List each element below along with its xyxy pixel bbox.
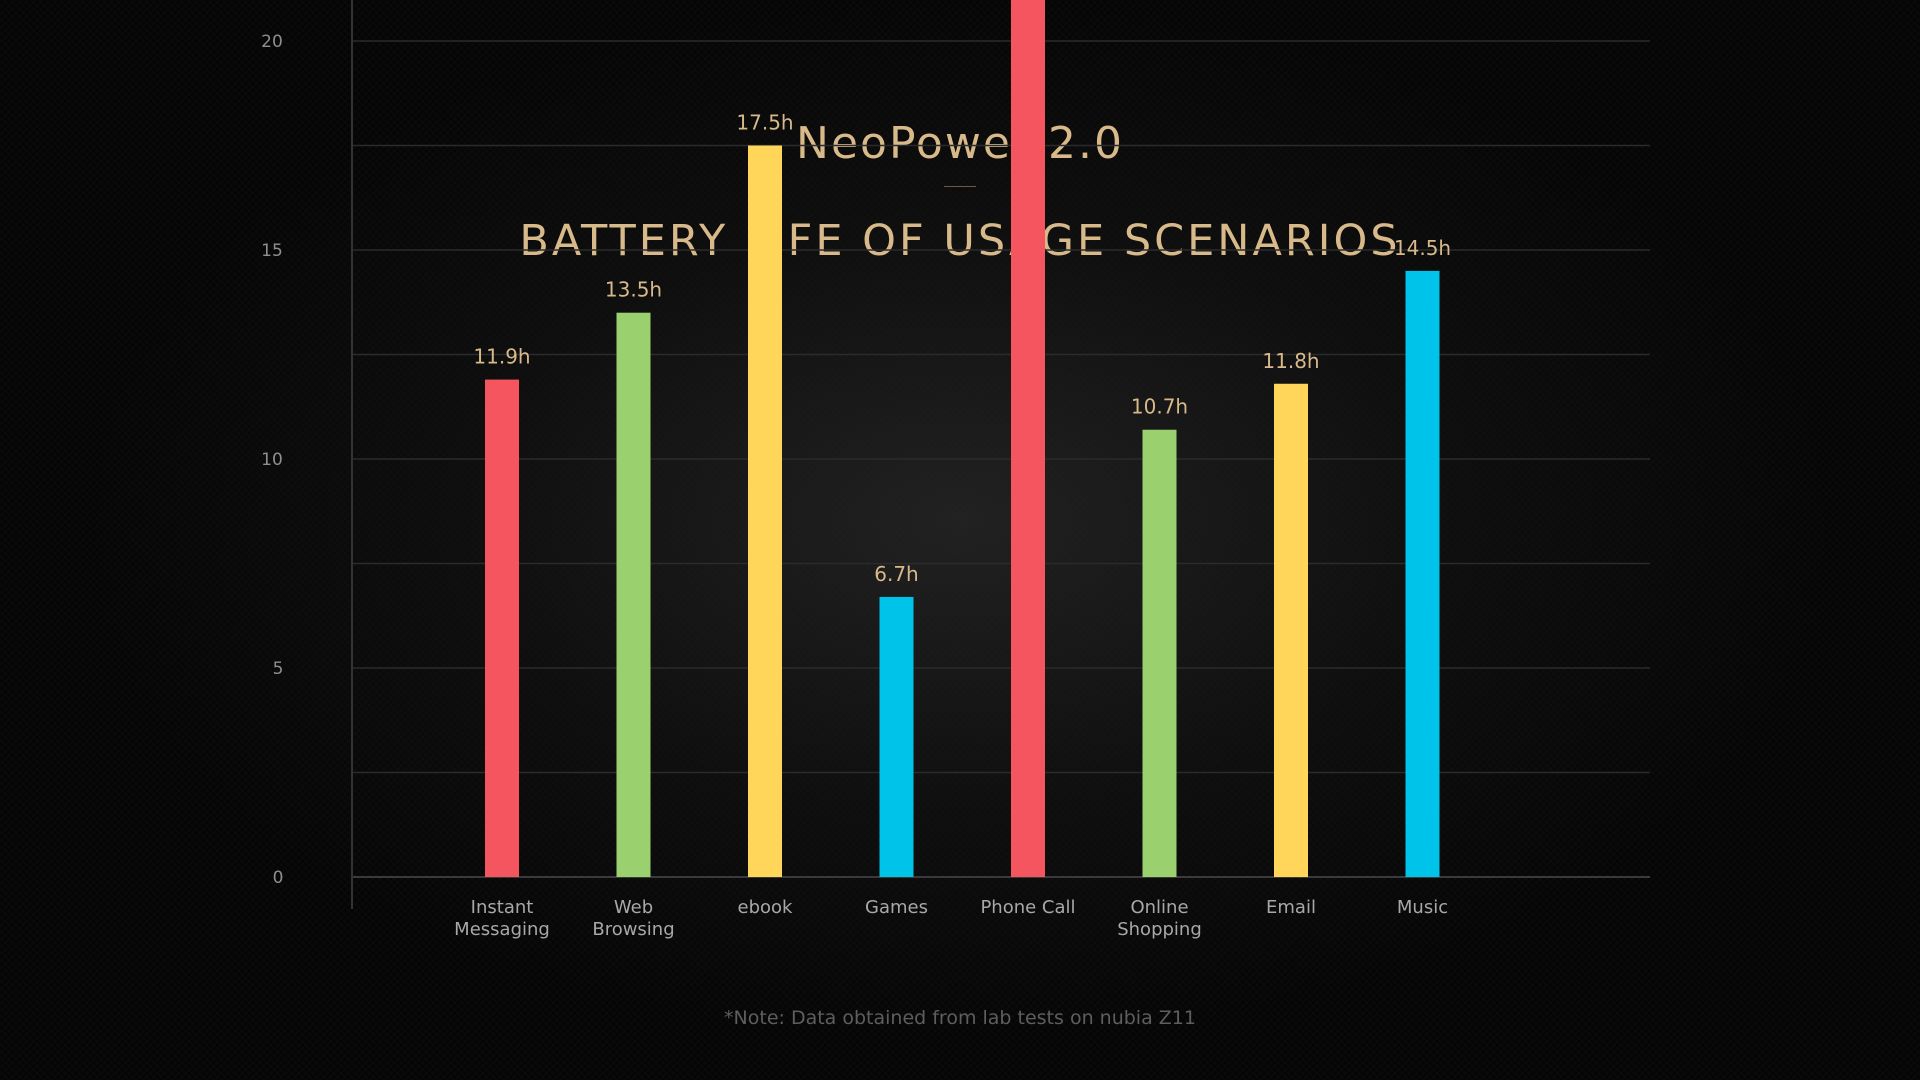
bar-value-label: 13.5h [605, 278, 662, 302]
y-tick-label: 15 [261, 241, 283, 261]
bar [748, 145, 782, 877]
bar [1142, 429, 1177, 877]
bar-value-label: 10.7h [1131, 395, 1188, 419]
bar-value-label: 11.8h [1262, 349, 1319, 373]
x-tick-label: Messaging [454, 919, 550, 940]
x-tick-label: Instant [471, 897, 534, 918]
bar-value-label: 6.7h [874, 562, 918, 586]
bar-value-label: 11.9h [473, 345, 530, 369]
x-tick-label: Phone Call [980, 897, 1075, 918]
bar [1011, 0, 1045, 877]
bar-value-label: 17.5h [736, 111, 793, 135]
bar [1405, 270, 1440, 877]
x-tick-label: Browsing [592, 919, 674, 940]
bar [879, 596, 914, 877]
bar [485, 379, 519, 877]
x-tick-label: Games [865, 897, 928, 918]
x-tick-label: Shopping [1117, 919, 1202, 940]
title-divider [944, 186, 976, 187]
bar [1274, 383, 1308, 877]
bar-value-label: 14.5h [1394, 236, 1451, 260]
x-tick-label: ebook [738, 897, 794, 918]
x-tick-label: Online [1130, 897, 1188, 918]
y-tick-label: 10 [261, 450, 283, 470]
x-tick-label: Music [1397, 897, 1448, 918]
bar [616, 312, 651, 877]
footnote: *Note: Data obtained from lab tests on n… [724, 1007, 1196, 1029]
page-title: NeoPower 2.0 [796, 118, 1124, 169]
y-tick-label: 0 [273, 868, 284, 888]
page-subtitle: BATTERY LIFE OF USAGE SCENARIOS [519, 216, 1401, 266]
x-tick-label: Web [614, 897, 653, 918]
x-tick-label: Email [1266, 897, 1316, 918]
y-tick-label: 20 [261, 32, 283, 52]
y-tick-label: 5 [273, 659, 284, 679]
